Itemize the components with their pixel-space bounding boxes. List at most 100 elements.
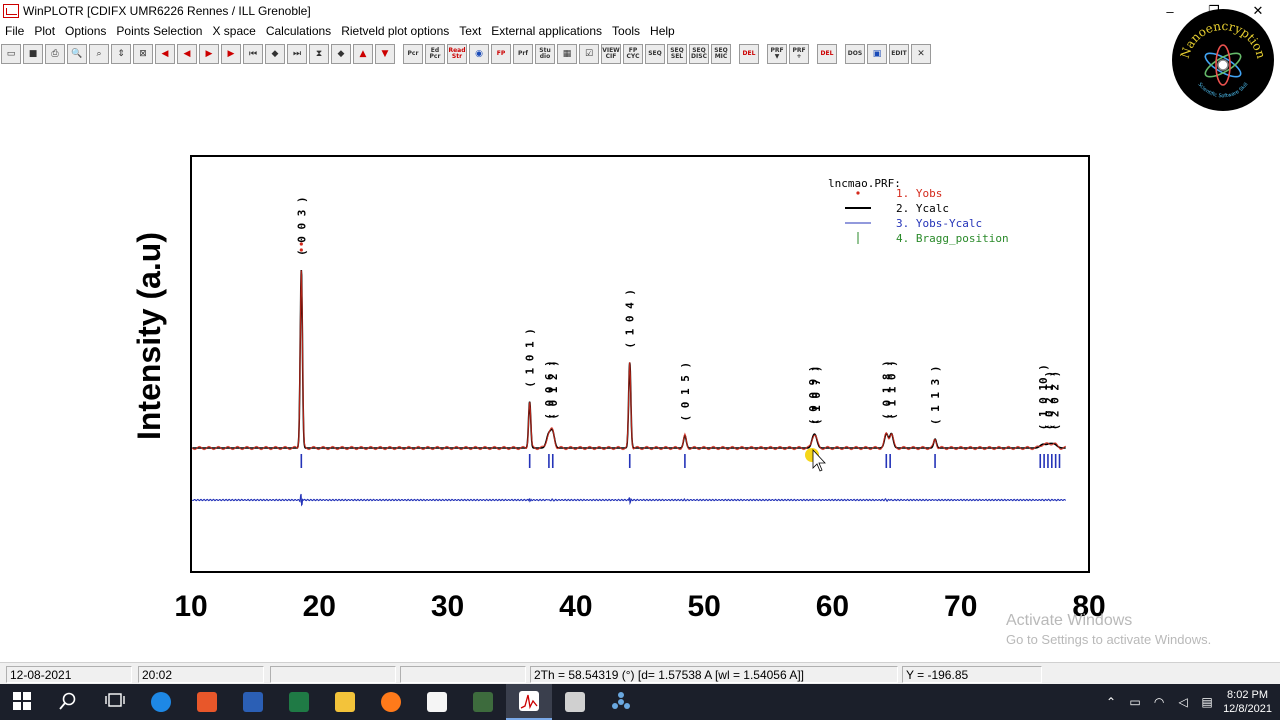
frame-button[interactable]: ⊠: [133, 44, 153, 64]
table-button[interactable]: ▦: [557, 44, 577, 64]
edit-button[interactable]: EDIT: [889, 44, 909, 64]
x-tick-label: 10: [174, 590, 207, 623]
file-explorer-taskbar-button[interactable]: [322, 684, 368, 720]
fan-taskbar-button[interactable]: [598, 684, 644, 720]
word-taskbar-button[interactable]: [230, 684, 276, 720]
hkl-label: ( 0 0 6 ): [543, 360, 556, 420]
y-axis-label: Intensity (a.u): [131, 232, 167, 440]
image-button[interactable]: ▣: [867, 44, 887, 64]
system-tray: ⌃ ▭ ◠ ◁ ▤ 8:02 PM 12/8/2021: [1099, 684, 1280, 720]
atom-logo-icon: Nanoencryption Scientific Software Skill: [1178, 19, 1269, 99]
difference-line: [191, 493, 1067, 507]
eps-taskbar-button[interactable]: [460, 684, 506, 720]
menu-tools[interactable]: Tools: [612, 24, 641, 38]
read-str-button[interactable]: Read Str: [447, 44, 467, 64]
notification-icon[interactable]: ▤: [1201, 695, 1213, 709]
dos-button[interactable]: DOS: [845, 44, 865, 64]
fp-cyc-button[interactable]: FP CYC: [623, 44, 643, 64]
move-right-button[interactable]: ▶: [199, 44, 219, 64]
prf-button[interactable]: Prf: [513, 44, 533, 64]
x-tick-label: 50: [687, 590, 720, 623]
menu-external-applications[interactable]: External applications: [491, 24, 603, 38]
check-button[interactable]: ☑: [579, 44, 599, 64]
expand-horizontal-button[interactable]: ◆: [265, 44, 285, 64]
yobs-point: [299, 242, 303, 246]
menu-x-space[interactable]: X space: [212, 24, 256, 38]
nanoencryption-logo: Nanoencryption Scientific Software Skill: [1172, 9, 1274, 111]
compress-button[interactable]: ◆: [331, 44, 351, 64]
down-button[interactable]: ▼: [375, 44, 395, 64]
menu-calculations[interactable]: Calculations: [265, 24, 332, 38]
seq-mic-button[interactable]: SEQ MIC: [711, 44, 731, 64]
prf-add-button[interactable]: PRF +: [789, 44, 809, 64]
winplotr-taskbar-button[interactable]: [506, 684, 552, 720]
prf-export-button[interactable]: PRF ▼: [767, 44, 787, 64]
close-window-button[interactable]: ✕: [1252, 3, 1264, 18]
battery-icon[interactable]: ▭: [1129, 695, 1141, 709]
globe-button[interactable]: ◉: [469, 44, 489, 64]
eps-icon: [473, 692, 493, 712]
seq-sel-button[interactable]: SEQ SEL: [667, 44, 687, 64]
minimize-button[interactable]: –: [1166, 3, 1174, 19]
studio-button[interactable]: Stu dio: [535, 44, 555, 64]
pcr-button[interactable]: Pcr: [403, 44, 423, 64]
del-button[interactable]: DEL: [739, 44, 759, 64]
chevron-up-icon[interactable]: ⌃: [1106, 695, 1117, 709]
shift-right-button[interactable]: ▶: [221, 44, 241, 64]
volume-icon[interactable]: ◁: [1178, 695, 1188, 709]
excel-taskbar-button[interactable]: [276, 684, 322, 720]
photos-taskbar-button[interactable]: [552, 684, 598, 720]
clock-time: 8:02 PM: [1227, 689, 1269, 701]
zoom-button[interactable]: 🔍: [67, 44, 87, 64]
activate-windows-watermark: Activate Windows Go to Settings to activ…: [1006, 612, 1211, 647]
up-button[interactable]: ▲: [353, 44, 373, 64]
search-taskbar-button[interactable]: [46, 684, 92, 720]
compress-vertical-button[interactable]: ⧗: [309, 44, 329, 64]
move-left-button[interactable]: ◀: [177, 44, 197, 64]
hkl-label: ( 1 0 1 ): [524, 328, 537, 388]
zoom-in-button[interactable]: ⌕: [89, 44, 109, 64]
wifi-icon[interactable]: ◠: [1153, 695, 1165, 709]
del-all-button[interactable]: DEL: [817, 44, 837, 64]
x-tick-label: 80: [1072, 590, 1105, 623]
seq-button[interactable]: SEQ: [645, 44, 665, 64]
document-taskbar-button[interactable]: [414, 684, 460, 720]
task-view-taskbar-button[interactable]: [92, 684, 138, 720]
status-empty-1: [270, 666, 396, 683]
plot-frame: [190, 155, 1090, 573]
menu-help[interactable]: Help: [650, 24, 675, 38]
open-button[interactable]: ▭: [1, 44, 21, 64]
shift-left-button[interactable]: ◀: [155, 44, 175, 64]
expand-vertical-button[interactable]: ⇕: [111, 44, 131, 64]
fp-button[interactable]: FP: [491, 44, 511, 64]
edge-taskbar-button[interactable]: [138, 684, 184, 720]
windows-taskbar: ⌃ ▭ ◠ ◁ ▤ 8:02 PM 12/8/2021: [0, 684, 1280, 720]
winplotr-app-icon: [3, 4, 19, 18]
status-bar: 12-08-2021 20:02 2Th = 58.54319 (°) [d= …: [0, 662, 1280, 684]
plot-area[interactable]: Intensity (a.u) ( 0 0 3 ) ( 1 0 1 ) ( 0 0 …: [0, 66, 1280, 662]
menu-file[interactable]: File: [5, 24, 25, 38]
taskbar-clock[interactable]: 8:02 PM 12/8/2021: [1223, 688, 1272, 716]
last-button[interactable]: ⏭: [287, 44, 307, 64]
print-button[interactable]: ⎙: [45, 44, 65, 64]
x-tick-label: 60: [816, 590, 849, 623]
file-explorer-icon: [335, 692, 355, 712]
office-taskbar-button[interactable]: [184, 684, 230, 720]
seq-disc-button[interactable]: SEQ DISC: [689, 44, 709, 64]
watermark-subtitle: Go to Settings to activate Windows.: [1006, 632, 1212, 647]
toolbar: ▭ ■ ⎙ 🔍 ⌕ ⇕ ⊠ ◀ ◀ ▶ ▶ ⏮ ◆ ⏭ ⧗ ◆ ▲ ▼ Pcr Ed Pcr Read Str ◉ FP Pr…: [0, 42, 1280, 66]
start-button-taskbar-button[interactable]: [0, 684, 46, 720]
menu-rietveld-plot-options[interactable]: Rietveld plot options: [341, 24, 450, 38]
menu-plot[interactable]: Plot: [34, 24, 56, 38]
menu-text[interactable]: Text: [459, 24, 482, 38]
menu-options[interactable]: Options: [65, 24, 107, 38]
firefox-taskbar-button[interactable]: [368, 684, 414, 720]
menu-points-selection[interactable]: Points Selection: [116, 24, 203, 38]
rietveld-plot[interactable]: Intensity (a.u) ( 0 0 3 ) ( 1 0 1 ) ( 0 0 …: [0, 66, 1280, 662]
hkl-label: ( 2 0 2 ): [1048, 371, 1061, 431]
view-cif-button[interactable]: VIEW CIF: [601, 44, 621, 64]
close-plot-button[interactable]: ✕: [911, 44, 931, 64]
first-button[interactable]: ⏮: [243, 44, 263, 64]
edit-pcr-button[interactable]: Ed Pcr: [425, 44, 445, 64]
save-button[interactable]: ■: [23, 44, 43, 64]
